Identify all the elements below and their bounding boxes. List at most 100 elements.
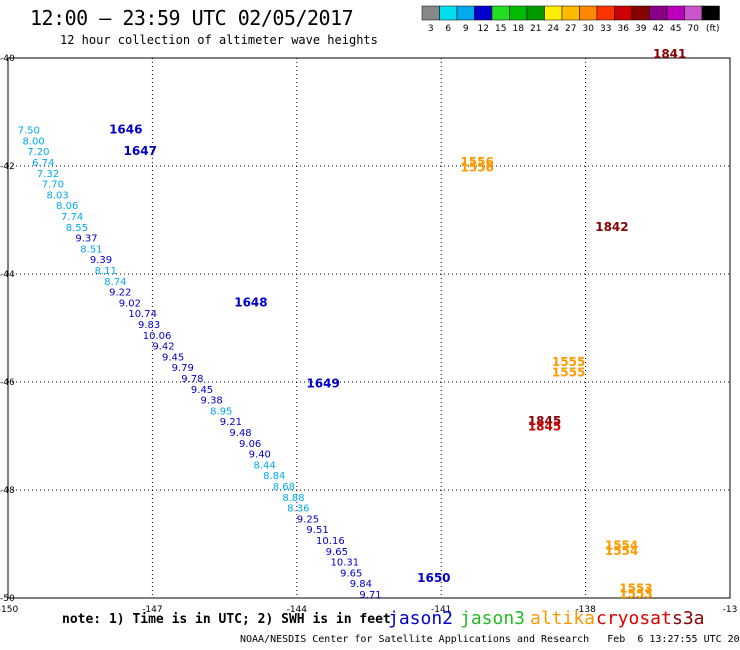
colorbar-swatch bbox=[456, 5, 475, 21]
wave-height-value: 9.06 bbox=[239, 439, 261, 450]
wave-height-value: 10.74 bbox=[128, 309, 157, 320]
colorbar-label: 70 bbox=[688, 24, 700, 34]
wave-height-values: 7.508.007.206.747.327.708.038.067.748.55… bbox=[18, 126, 382, 601]
lat-tick-label: -46 bbox=[0, 378, 15, 388]
wave-height-value: 8.44 bbox=[253, 460, 275, 471]
colorbar-label: 36 bbox=[618, 24, 630, 34]
lat-tick-label: -48 bbox=[0, 486, 15, 496]
wave-height-value: 9.79 bbox=[172, 363, 194, 374]
pass-time-label: 1646 bbox=[109, 123, 142, 137]
wave-height-value: 9.83 bbox=[138, 320, 160, 331]
colorbar-label: (ft) bbox=[706, 24, 720, 34]
colorbar-swatch bbox=[666, 5, 685, 21]
colorbar: 3 6 9 12 15 18 21 24 27 30 33 36 39 42 45 70 (ft) bbox=[421, 5, 720, 34]
wave-height-value: 8.95 bbox=[210, 406, 232, 417]
colorbar-label: 42 bbox=[653, 24, 664, 34]
pass-time-label: 1649 bbox=[306, 376, 339, 390]
wave-height-value: 9.42 bbox=[152, 342, 174, 353]
wave-height-value: 9.71 bbox=[359, 590, 381, 601]
wave-height-value: 8.11 bbox=[95, 266, 117, 277]
colorbar-label: 30 bbox=[583, 24, 595, 34]
colorbar-label: 9 bbox=[463, 24, 469, 34]
wave-height-value: 7.50 bbox=[18, 126, 40, 137]
colorbar-swatch bbox=[649, 5, 668, 21]
wave-height-value: 10.06 bbox=[143, 331, 172, 342]
pass-time-label: 1554 bbox=[605, 538, 638, 552]
map-border bbox=[7, 57, 731, 599]
lon-tick-label: -144 bbox=[287, 605, 308, 615]
map-tick-labels: -150 -147 -144 -141 -138 -13 -40 -42 -44 -46 -48 -5… bbox=[0, 54, 737, 615]
colorbar-label: 21 bbox=[530, 24, 541, 34]
colorbar-swatch bbox=[439, 5, 458, 21]
map-gridlines bbox=[8, 58, 730, 598]
wave-height-value: 9.45 bbox=[191, 385, 213, 396]
wave-height-value: 9.39 bbox=[90, 255, 112, 266]
colorbar-swatch bbox=[631, 5, 650, 21]
footer-note: note: 1) Time is in UTC; 2) SWH is in fe… bbox=[62, 612, 391, 627]
lat-tick-label: -40 bbox=[0, 54, 15, 64]
pass-time-label: 1555 bbox=[552, 366, 585, 380]
colorbar-swatch bbox=[544, 5, 563, 21]
wave-height-value: 8.88 bbox=[282, 493, 304, 504]
colorbar-swatch bbox=[561, 5, 580, 21]
colorbar-label: 39 bbox=[635, 24, 647, 34]
wave-height-value: 10.31 bbox=[330, 558, 359, 569]
lat-tick-label: -44 bbox=[0, 270, 15, 280]
wave-height-value: 7.70 bbox=[42, 180, 64, 191]
wave-height-value: 9.45 bbox=[162, 352, 184, 363]
wave-height-value: 9.65 bbox=[340, 568, 362, 579]
lat-tick-label: -42 bbox=[0, 162, 15, 172]
wave-height-value: 6.74 bbox=[32, 158, 54, 169]
colorbar-swatch bbox=[491, 5, 510, 21]
satellite-legend-altika: altika bbox=[530, 608, 596, 629]
wave-height-value: 8.51 bbox=[80, 244, 102, 255]
wave-height-value: 8.36 bbox=[287, 504, 309, 515]
wave-height-value: 9.78 bbox=[181, 374, 203, 385]
lon-tick-label: -141 bbox=[431, 605, 451, 615]
lat-tick-label: -50 bbox=[0, 594, 15, 604]
satellite-legend-s3a: s3a bbox=[672, 608, 705, 629]
colorbar-swatch bbox=[509, 5, 528, 21]
pass-time-label: 1650 bbox=[417, 571, 450, 585]
wave-height-value: 9.21 bbox=[220, 417, 242, 428]
pass-time-label: 1554 bbox=[605, 544, 638, 558]
wave-height-value: 8.03 bbox=[47, 190, 69, 201]
wave-height-value: 9.51 bbox=[306, 525, 328, 536]
wave-height-value: 9.22 bbox=[109, 288, 131, 299]
wave-height-value: 7.74 bbox=[61, 212, 83, 223]
colorbar-label: 45 bbox=[670, 24, 681, 34]
pass-time-label: 1842 bbox=[595, 220, 628, 234]
colorbar-swatch bbox=[701, 5, 720, 21]
colorbar-swatch bbox=[579, 5, 598, 21]
pass-time-label: 1845 bbox=[528, 414, 561, 428]
wave-height-value: 7.32 bbox=[37, 169, 59, 180]
colorbar-label: 33 bbox=[600, 24, 611, 34]
satellite-legend-jason3: jason3 bbox=[460, 608, 526, 629]
satellite-legend-jason2: jason2 bbox=[388, 608, 454, 629]
wave-height-value: 9.37 bbox=[75, 234, 97, 245]
pass-time-label: 1556 bbox=[460, 155, 493, 169]
colorbar-label: 15 bbox=[495, 24, 506, 34]
lon-tick-label: -13 bbox=[723, 605, 738, 615]
wave-height-value: 9.38 bbox=[201, 396, 223, 407]
colorbar-label: 6 bbox=[445, 24, 451, 34]
page-title: 12:00 – 23:59 UTC 02/05/2017 bbox=[30, 6, 354, 30]
wave-height-value: 8.68 bbox=[273, 482, 295, 493]
wave-height-value: 9.84 bbox=[350, 579, 372, 590]
wave-height-value: 9.48 bbox=[229, 428, 251, 439]
wave-height-value: 8.55 bbox=[66, 223, 88, 234]
colorbar-label: 12 bbox=[478, 24, 489, 34]
pass-time-label: 1555 bbox=[552, 355, 585, 369]
wave-height-value: 8.06 bbox=[56, 201, 78, 212]
satellite-legend-cryosat: cryosat bbox=[596, 608, 672, 629]
colorbar-label: 3 bbox=[428, 24, 434, 34]
colorbar-label: 18 bbox=[513, 24, 525, 34]
colorbar-swatch bbox=[421, 5, 440, 21]
colorbar-swatch bbox=[596, 5, 615, 21]
wave-height-value: 8.74 bbox=[104, 277, 126, 288]
page-subtitle: 12 hour collection of altimeter wave hei… bbox=[60, 33, 378, 47]
pass-time-label: 1647 bbox=[124, 144, 157, 158]
colorbar-swatch bbox=[614, 5, 633, 21]
wave-height-value: 8.84 bbox=[263, 471, 285, 482]
